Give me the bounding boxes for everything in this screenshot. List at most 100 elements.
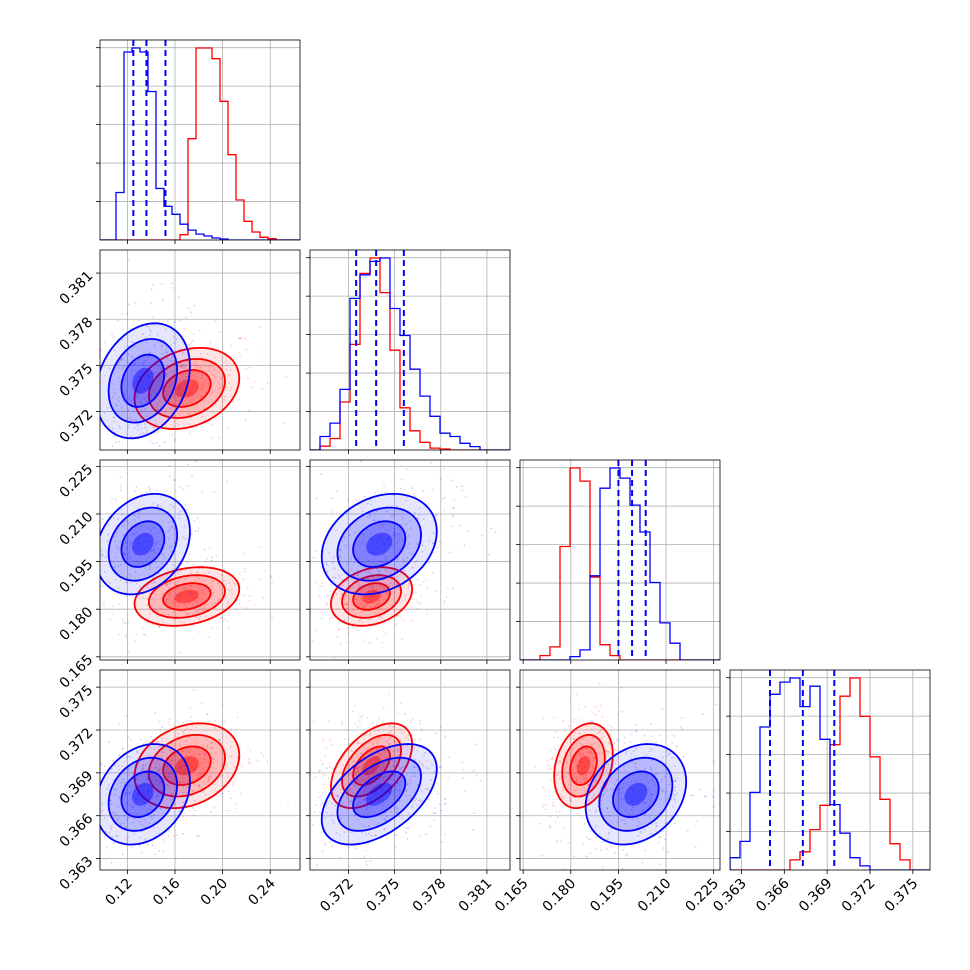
sample-point <box>406 556 409 559</box>
sample-point <box>373 792 375 795</box>
sample-point <box>182 801 184 804</box>
sample-point <box>262 755 265 758</box>
sample-point <box>197 530 200 532</box>
sample-point <box>334 577 337 579</box>
sample-point <box>422 490 425 492</box>
sample-point <box>406 837 408 840</box>
sample-point <box>411 553 414 555</box>
sample-point <box>387 571 390 574</box>
sample-point <box>369 606 372 609</box>
sample-point <box>134 779 137 782</box>
sample-point <box>170 750 173 753</box>
sample-point <box>396 575 398 578</box>
histogram-step-line <box>310 257 510 450</box>
sample-point <box>137 425 139 427</box>
sample-point <box>585 836 588 838</box>
sample-point <box>370 733 372 736</box>
sample-point <box>122 366 125 368</box>
sample-point <box>122 524 125 527</box>
sample-point <box>387 538 389 541</box>
sample-point <box>338 856 341 859</box>
sample-point <box>238 602 241 605</box>
sample-point <box>377 822 380 825</box>
sample-point <box>629 733 632 736</box>
sample-point <box>356 742 358 745</box>
sample-point <box>689 794 692 797</box>
sample-point <box>367 571 370 574</box>
sample-point <box>137 784 140 786</box>
sample-point <box>192 333 195 335</box>
sample-point <box>705 795 707 797</box>
histogram-body <box>520 460 720 660</box>
sample-point <box>153 597 155 600</box>
sample-point <box>373 543 375 546</box>
sample-point <box>353 784 356 787</box>
sample-point <box>409 780 412 783</box>
sample-point <box>117 319 119 322</box>
sample-point <box>147 527 149 530</box>
sample-point <box>86 349 88 351</box>
sample-point <box>349 801 352 803</box>
sample-point <box>419 583 422 586</box>
sample-point <box>213 490 216 493</box>
sample-point <box>121 853 124 856</box>
sample-point <box>381 561 384 564</box>
sample-point <box>186 612 189 615</box>
sample-point <box>135 560 138 562</box>
sample-point <box>391 750 394 753</box>
sample-point <box>399 780 402 783</box>
sample-point <box>434 812 436 814</box>
sample-point <box>152 372 155 375</box>
sample-point <box>202 758 205 761</box>
sample-point <box>364 570 367 573</box>
sample-point <box>661 778 663 781</box>
sample-point <box>201 383 204 386</box>
sample-point <box>151 844 154 847</box>
sample-point <box>152 283 154 286</box>
sample-point <box>341 584 344 587</box>
sample-point <box>167 521 170 524</box>
scatter-body <box>310 460 497 660</box>
sample-point <box>127 345 130 347</box>
sample-point <box>207 780 210 783</box>
sample-point <box>102 553 105 556</box>
sample-point <box>618 795 621 798</box>
sample-point <box>488 553 490 556</box>
sample-point <box>134 796 137 799</box>
sample-point <box>396 807 399 810</box>
sample-point <box>368 585 371 588</box>
sample-point <box>163 556 166 559</box>
sample-point <box>599 849 602 851</box>
sample-point <box>126 818 128 821</box>
x-tick-label: 0.372 <box>317 876 357 916</box>
sample-point <box>104 571 106 573</box>
sample-point <box>181 351 184 353</box>
sample-point <box>116 364 119 366</box>
sample-point <box>125 581 128 584</box>
sample-point <box>325 804 328 806</box>
sample-point <box>401 766 404 769</box>
sample-point <box>208 776 210 779</box>
sample-point <box>404 598 407 601</box>
sample-point <box>163 390 166 392</box>
sample-point <box>144 634 146 636</box>
sample-point <box>127 621 129 623</box>
sample-point <box>450 479 453 481</box>
sample-point <box>418 514 421 517</box>
sample-point <box>617 729 619 732</box>
sample-point <box>329 814 332 817</box>
sample-point <box>112 416 115 418</box>
sample-point <box>205 615 207 617</box>
sample-point <box>664 838 666 841</box>
sample-point <box>432 542 435 544</box>
sample-point <box>136 750 139 753</box>
sample-point <box>121 748 124 750</box>
sample-point <box>695 820 698 823</box>
sample-point <box>238 338 241 340</box>
sample-point <box>609 729 612 731</box>
sample-point <box>358 872 360 874</box>
sample-point <box>182 536 185 539</box>
sample-point <box>141 769 143 772</box>
sample-point <box>127 552 130 554</box>
sample-point <box>545 804 547 807</box>
